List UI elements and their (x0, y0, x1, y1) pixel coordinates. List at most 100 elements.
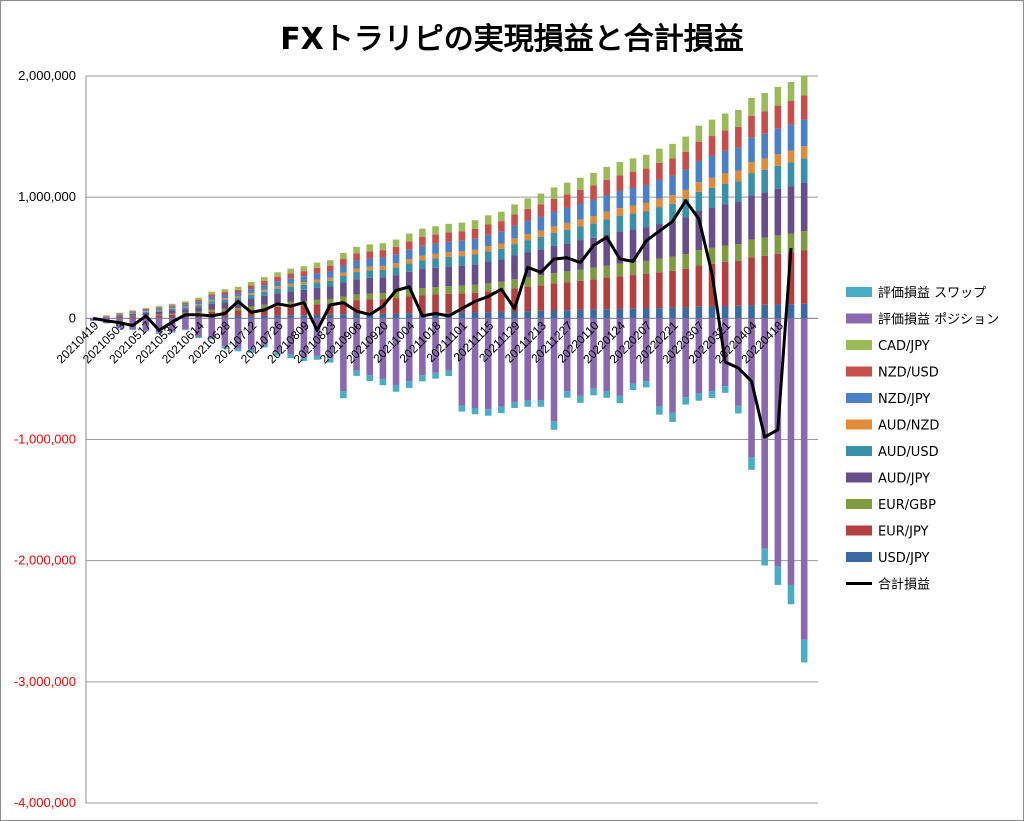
bar-CAD/JPY (629, 158, 637, 172)
bar-AUD/USD (511, 244, 518, 256)
bar-AUD/JPY (787, 186, 795, 234)
bar-unrealized-swap (577, 395, 584, 403)
bar-AUD/USD (550, 232, 558, 246)
bar-CAD/JPY (274, 272, 281, 277)
bar-AUD/JPY (629, 229, 637, 263)
bar-EUR/JPY (800, 250, 808, 304)
bar-AUD/USD (537, 236, 545, 250)
bar-NZD/USD (800, 95, 808, 120)
bar-unrealized-position (537, 318, 545, 401)
bar-AUD/NZD (458, 251, 466, 257)
bar-CAD/JPY (669, 143, 676, 159)
bar-AUD/USD (735, 181, 742, 203)
bar-CAD/JPY (577, 177, 584, 190)
bar-EUR/GBP (432, 287, 439, 295)
bar-CAD/JPY (524, 198, 531, 209)
bar-NZD/JPY (642, 184, 650, 203)
bar-AUD/USD (642, 211, 650, 228)
bar-AUD/NZD (748, 162, 755, 174)
bar-AUD/USD (498, 248, 505, 260)
bar-AUD/NZD (208, 299, 216, 302)
bar-USD/JPY (656, 308, 663, 319)
bar-USD/JPY (208, 316, 216, 319)
bar-CAD/JPY (708, 119, 716, 137)
bar-unrealized-swap (458, 405, 466, 412)
bar-AUD/JPY (353, 279, 360, 295)
bar-unrealized-position (458, 318, 466, 406)
bar-unrealized-swap (261, 344, 268, 348)
bar-NZD/USD (142, 309, 150, 311)
bar-unrealized-swap (774, 566, 782, 585)
bar-AUD/JPY (708, 207, 716, 248)
bar-unrealized-position (682, 318, 689, 398)
bar-AUD/JPY (616, 231, 624, 264)
bar-CAD/JPY (445, 223, 452, 233)
bar-NZD/USD (774, 105, 782, 129)
bar-EUR/JPY (682, 268, 689, 308)
bar-CAD/JPY (221, 289, 229, 293)
bar-unrealized-swap (221, 346, 229, 349)
bar-AUD/USD (366, 270, 374, 278)
bar-AUD/NZD (300, 282, 308, 285)
bar-unrealized-swap (182, 329, 189, 331)
bar-EUR/JPY (708, 263, 716, 307)
bar-EUR/JPY (129, 316, 137, 318)
bar-NZD/JPY (629, 187, 637, 206)
bar-USD/JPY (642, 308, 650, 319)
bar-NZD/JPY (537, 216, 545, 231)
bar-EUR/GBP (484, 283, 492, 292)
bar-EUR/GBP (405, 289, 413, 297)
bar-unrealized-position (142, 318, 150, 331)
bar-EUR/JPY (353, 300, 360, 315)
bar-unrealized-swap (669, 412, 676, 422)
bar-unrealized-swap (234, 348, 242, 352)
bar-EUR/GBP (366, 293, 374, 300)
bar-AUD/USD (708, 187, 716, 208)
bar-unrealized-swap (498, 406, 505, 414)
bar-unrealized-swap (129, 329, 137, 330)
bar-USD/JPY (195, 317, 202, 319)
bar-AUD/JPY (379, 277, 387, 294)
bar-EUR/GBP (761, 237, 768, 256)
bar-AUD/USD (274, 288, 281, 294)
bar-unrealized-position (524, 318, 531, 401)
bar-unrealized-swap (537, 400, 545, 407)
bar-EUR/GBP (261, 304, 268, 309)
bar-CAD/JPY (471, 220, 479, 229)
bar-EUR/GBP (708, 247, 716, 264)
bar-AUD/NZD (695, 182, 703, 192)
bar-NZD/USD (405, 241, 413, 250)
legend-label: USD/JPY (878, 551, 930, 566)
bar-CAD/JPY (326, 260, 334, 266)
bar-USD/JPY (340, 314, 347, 319)
bar-unrealized-position (366, 318, 374, 376)
bar-NZD/JPY (142, 310, 150, 312)
bar-USD/JPY (563, 310, 571, 319)
bar-NZD/USD (445, 232, 452, 242)
y-tick-label: -4,000,000 (14, 795, 76, 810)
legend-label: 合計損益 (878, 577, 930, 593)
bar-unrealized-position (550, 318, 558, 422)
bar-CAD/JPY (616, 162, 624, 176)
bar-CAD/JPY (484, 215, 492, 225)
bar-EUR/GBP (129, 315, 137, 317)
bar-NZD/JPY (366, 258, 374, 267)
bar-AUD/USD (445, 256, 452, 267)
bar-CAD/JPY (498, 211, 505, 222)
bar-unrealized-position (563, 318, 571, 392)
bar-unrealized-position (511, 318, 518, 402)
bar-AUD/USD (669, 203, 676, 222)
bar-unrealized-position (800, 318, 808, 640)
bar-AUD/JPY (484, 261, 492, 284)
bar-USD/JPY (774, 304, 782, 319)
bar-AUD/JPY (142, 312, 150, 316)
bar-NZD/USD (642, 168, 650, 185)
bar-NZD/JPY (340, 265, 347, 273)
bar-NZD/USD (629, 171, 637, 188)
bar-NZD/USD (524, 208, 531, 221)
bar-CAD/JPY (261, 277, 268, 282)
bar-NZD/USD (550, 198, 558, 212)
bar-NZD/JPY (168, 306, 176, 309)
bar-NZD/JPY (208, 296, 216, 300)
